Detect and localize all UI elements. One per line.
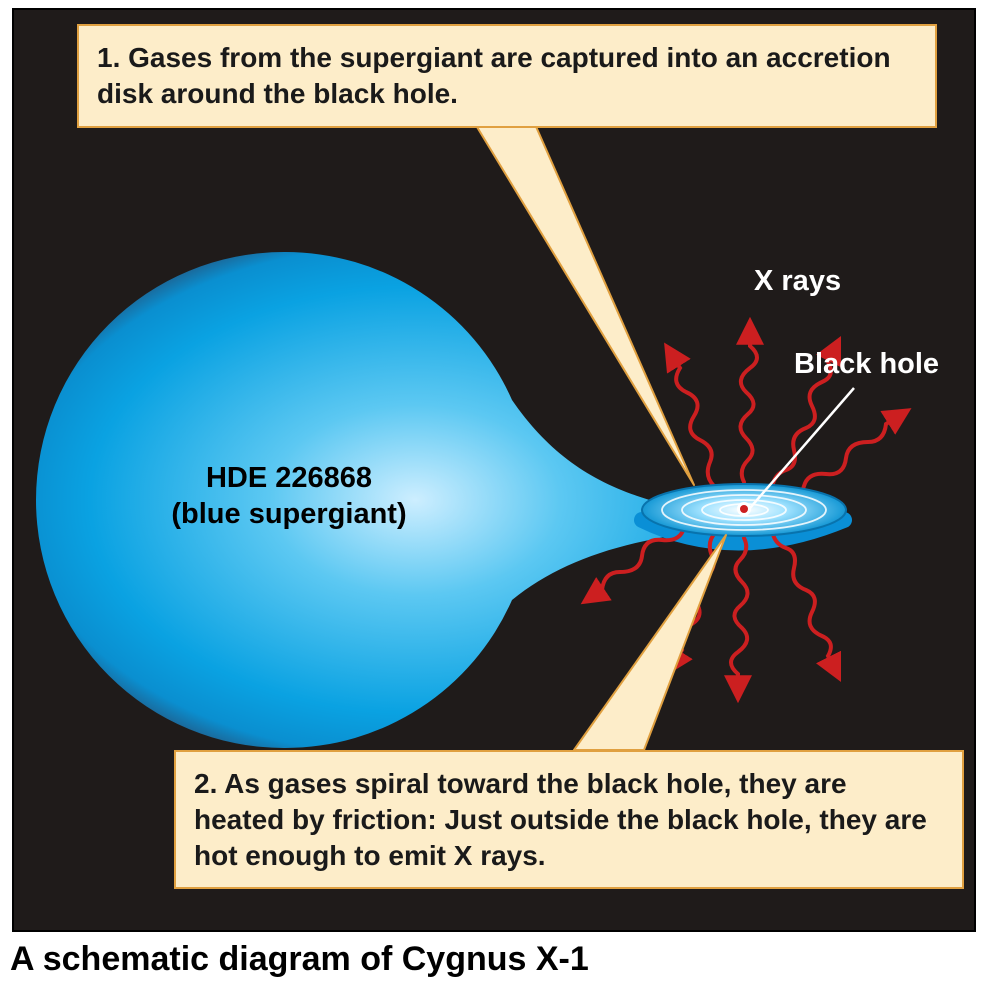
callout-1: 1. Gases from the supergiant are capture… [77,24,937,128]
xrays-label: X rays [754,265,841,298]
callout-2: 2. As gases spiral toward the black hole… [174,750,964,889]
figure-caption: A schematic diagram of Cygnus X-1 [10,940,589,979]
callout-1-text: 1. Gases from the supergiant are capture… [97,42,891,109]
star-label-line2: (blue supergiant) [171,498,406,530]
black-hole-label: Black hole [794,348,939,381]
callout-2-text: 2. As gases spiral toward the black hole… [194,768,927,871]
accretion-disk [642,484,846,536]
callout-pointer-bottom [574,535,726,750]
star-label-line1: HDE 226868 [206,462,372,494]
diagram-panel: HDE 226868 (blue supergiant) X rays Blac… [12,8,976,932]
star-label: HDE 226868 (blue supergiant) [124,460,454,533]
figure-root: HDE 226868 (blue supergiant) X rays Blac… [0,0,990,1000]
